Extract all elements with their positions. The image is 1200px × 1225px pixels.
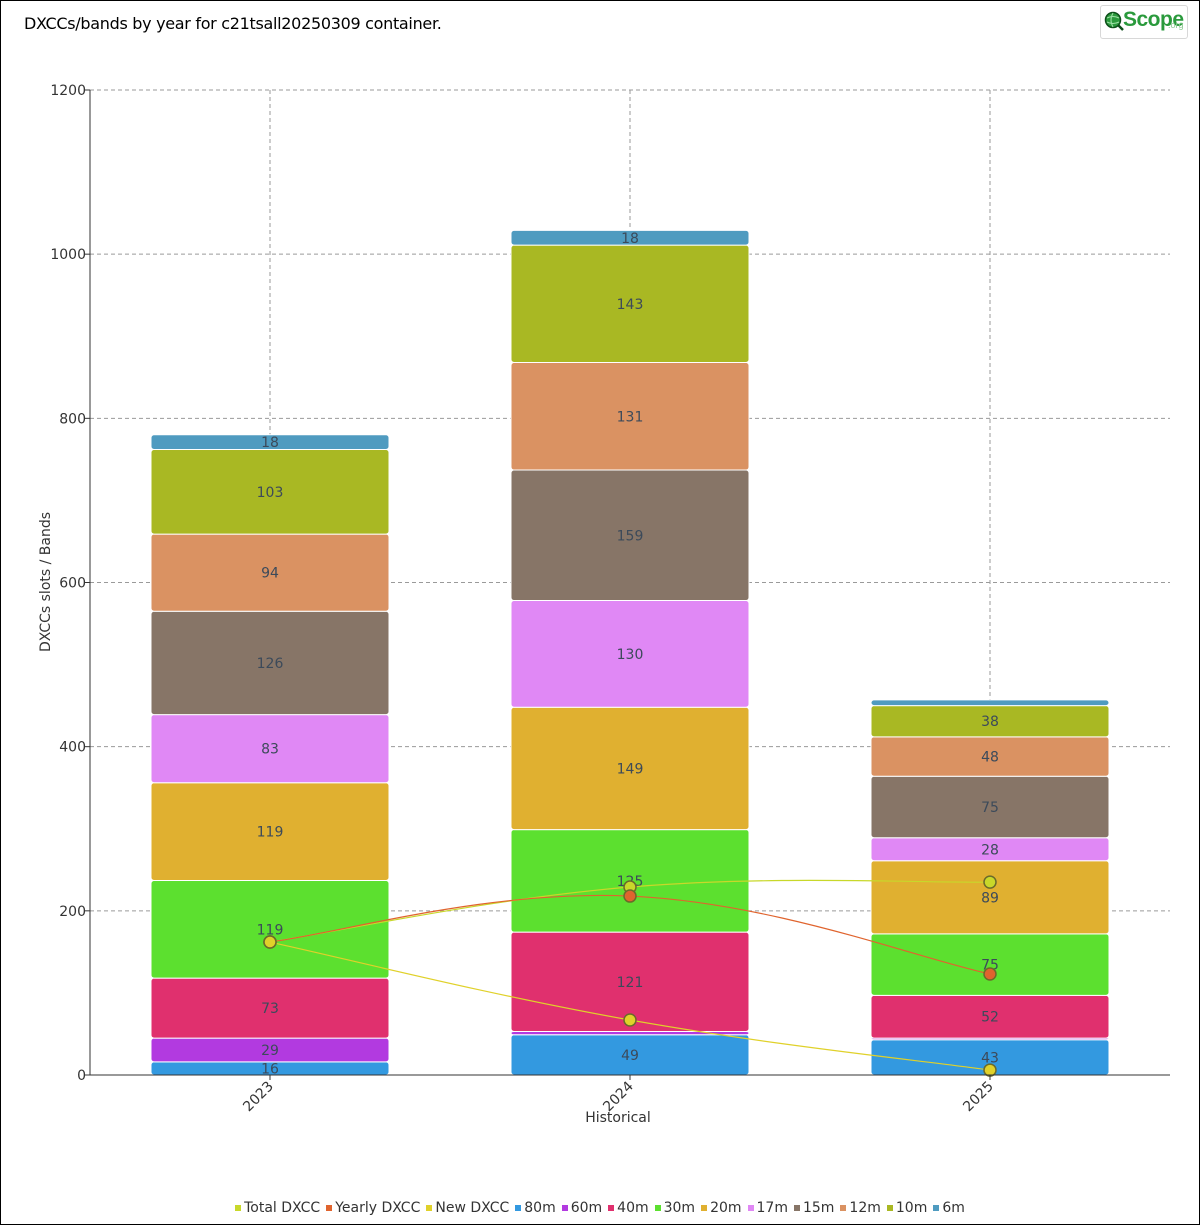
legend-label: 15m — [802, 1200, 835, 1216]
data-label-15m-2023: 126 — [257, 656, 284, 672]
data-label-17m-2025: 28 — [981, 842, 999, 858]
x-tick-label: 2025 — [960, 1079, 997, 1116]
data-label-12m-2024: 131 — [617, 409, 644, 425]
logo-tld: .org — [1168, 20, 1184, 30]
marker-New DXCC-2024[interactable] — [623, 1013, 637, 1027]
legend-label: 20m — [710, 1200, 742, 1216]
legend-item-17m[interactable]: 17m — [747, 1200, 788, 1216]
legend-swatch — [235, 1205, 242, 1211]
data-label-40m-2025: 52 — [981, 1010, 999, 1026]
marker-New DXCC-2025[interactable] — [983, 1063, 997, 1077]
legend-label: 60m — [570, 1200, 603, 1216]
y-axis-title: DXCCs slots / Bands — [38, 512, 54, 652]
legend-label: 10m — [895, 1200, 928, 1216]
legend-swatch — [886, 1205, 893, 1211]
data-label-6m-2024: 18 — [621, 231, 639, 247]
data-label-17m-2023: 83 — [261, 742, 279, 758]
stacked-bar-chart: 1629731191198312694103184912112514913015… — [38, 83, 1170, 1126]
legend-label: 12m — [849, 1200, 881, 1216]
legend-swatch — [701, 1205, 708, 1211]
legend-label: New DXCC — [435, 1200, 510, 1216]
y-tick-label: 1200 — [50, 83, 86, 99]
data-label-20m-2025: 89 — [981, 890, 999, 906]
legend-item-30m[interactable]: 30m — [654, 1200, 696, 1216]
legend-swatch — [654, 1205, 661, 1211]
legend-swatch — [426, 1205, 433, 1211]
y-tick-label: 200 — [59, 904, 86, 920]
legend-label: 40m — [617, 1200, 649, 1216]
legend-item-40m[interactable]: 40m — [608, 1200, 649, 1216]
x-axis-title: Historical — [585, 1110, 651, 1126]
data-label-12m-2025: 48 — [981, 750, 999, 766]
y-tick-label: 600 — [59, 576, 86, 592]
legend-swatch — [840, 1205, 847, 1211]
data-label-10m-2023: 103 — [257, 485, 284, 501]
legend-item-10m[interactable]: 10m — [886, 1200, 928, 1216]
legend-item-new-dxcc[interactable]: New DXCC — [426, 1200, 509, 1216]
data-label-12m-2023: 94 — [261, 566, 279, 582]
qrzscope-logo[interactable]: Scope .org — [1100, 5, 1188, 39]
legend-label: 30m — [663, 1200, 696, 1216]
data-label-30m-2023: 119 — [257, 922, 284, 938]
data-label-40m-2023: 73 — [261, 1001, 279, 1017]
legend-item-20m[interactable]: 20m — [701, 1200, 742, 1216]
legend-item-12m[interactable]: 12m — [840, 1200, 881, 1216]
data-label-20m-2024: 149 — [617, 761, 644, 777]
marker-Yearly DXCC-2024[interactable] — [623, 889, 637, 903]
data-label-17m-2024: 130 — [617, 647, 644, 663]
legend-item-60m[interactable]: 60m — [561, 1200, 603, 1216]
legend-label: Total DXCC — [244, 1200, 321, 1216]
legend-swatch — [793, 1205, 800, 1211]
legend-label: 80m — [524, 1200, 556, 1216]
logo-brand: Scope — [1123, 8, 1184, 31]
bar-segment-6m-2025 — [870, 699, 1110, 707]
data-label-15m-2025: 75 — [981, 800, 999, 816]
y-tick-label: 400 — [59, 740, 86, 756]
legend-swatch — [515, 1205, 522, 1211]
marker-Yearly DXCC-2025[interactable] — [983, 967, 997, 981]
legend-swatch — [933, 1205, 940, 1211]
x-tick-label: 2023 — [240, 1079, 277, 1116]
data-label-10m-2024: 143 — [617, 297, 644, 313]
legend-swatch — [326, 1205, 333, 1211]
legend-item-15m[interactable]: 15m — [793, 1200, 835, 1216]
y-tick-label: 0 — [77, 1068, 86, 1084]
data-label-15m-2024: 159 — [617, 528, 644, 544]
legend-swatch — [747, 1205, 754, 1211]
globe-icon — [1104, 11, 1124, 31]
data-label-80m-2025: 43 — [981, 1050, 999, 1066]
legend-swatch — [561, 1205, 568, 1211]
legend-item-6m[interactable]: 6m — [933, 1200, 965, 1216]
data-label-40m-2024: 121 — [617, 975, 644, 991]
bar-segment-6m-2024 — [510, 229, 750, 246]
data-label-10m-2025: 38 — [981, 714, 999, 730]
legend-swatch — [608, 1205, 615, 1211]
data-label-20m-2023: 119 — [257, 825, 284, 841]
marker-Total DXCC-2025[interactable] — [983, 875, 997, 889]
legend-item-total-dxcc[interactable]: Total DXCC — [235, 1200, 320, 1216]
data-label-80m-2024: 49 — [621, 1048, 639, 1064]
chart-title: DXCCs/bands by year for c21tsall20250309… — [24, 14, 442, 33]
data-label-60m-2023: 29 — [261, 1043, 279, 1059]
data-label-6m-2023: 18 — [261, 435, 279, 451]
legend-item-80m[interactable]: 80m — [515, 1200, 556, 1216]
legend-label: 17m — [756, 1200, 788, 1216]
data-label-80m-2023: 16 — [261, 1061, 279, 1077]
bar-segment-6m-2023 — [150, 434, 390, 451]
legend-label: Yearly DXCC — [335, 1200, 421, 1216]
y-tick-label: 800 — [59, 411, 86, 427]
marker-New DXCC-2023[interactable] — [263, 935, 277, 949]
y-tick-label: 1000 — [50, 247, 86, 263]
legend-label: 6m — [942, 1200, 965, 1216]
chart-legend: Total DXCC Yearly DXCC New DXCC 80m 60m 40m 30… — [0, 1200, 1200, 1216]
legend-item-yearly-dxcc[interactable]: Yearly DXCC — [326, 1200, 420, 1216]
